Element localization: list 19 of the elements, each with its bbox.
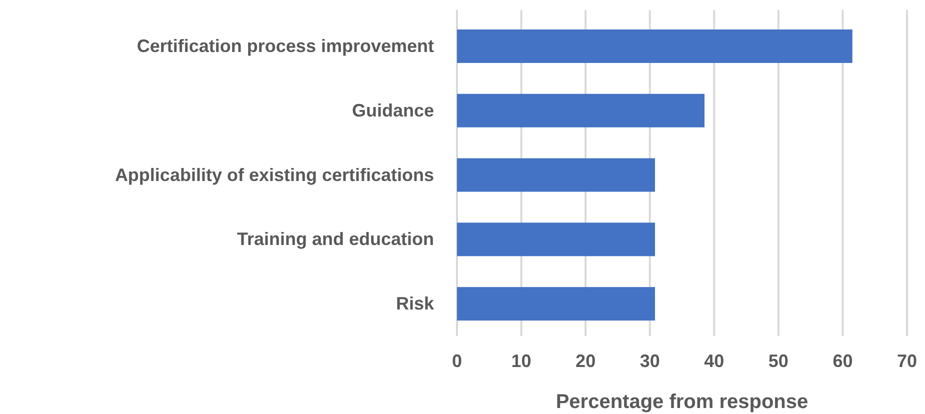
x-tick-label: 60 [832,350,853,371]
y-tick-label: Applicability of existing certifications [114,164,434,185]
x-tick-label: 40 [704,350,724,371]
y-tick-label: Guidance [352,100,434,120]
x-tick-label: 70 [896,350,918,371]
bar [457,222,655,256]
x-tick-label: 0 [452,350,462,371]
bar [457,158,655,192]
x-tick-label: 50 [768,350,788,371]
x-tick-label: 10 [511,350,532,371]
x-axis-title: Percentage from response [556,391,808,413]
y-tick-label: Certification process improvement [136,36,434,56]
x-tick-label: 20 [576,350,596,371]
x-tick-label: 30 [640,350,660,371]
bar [457,29,852,63]
bar [457,287,655,321]
bar [457,94,704,128]
y-tick-label: Risk [396,294,435,314]
y-tick-label: Training and education [236,229,434,250]
